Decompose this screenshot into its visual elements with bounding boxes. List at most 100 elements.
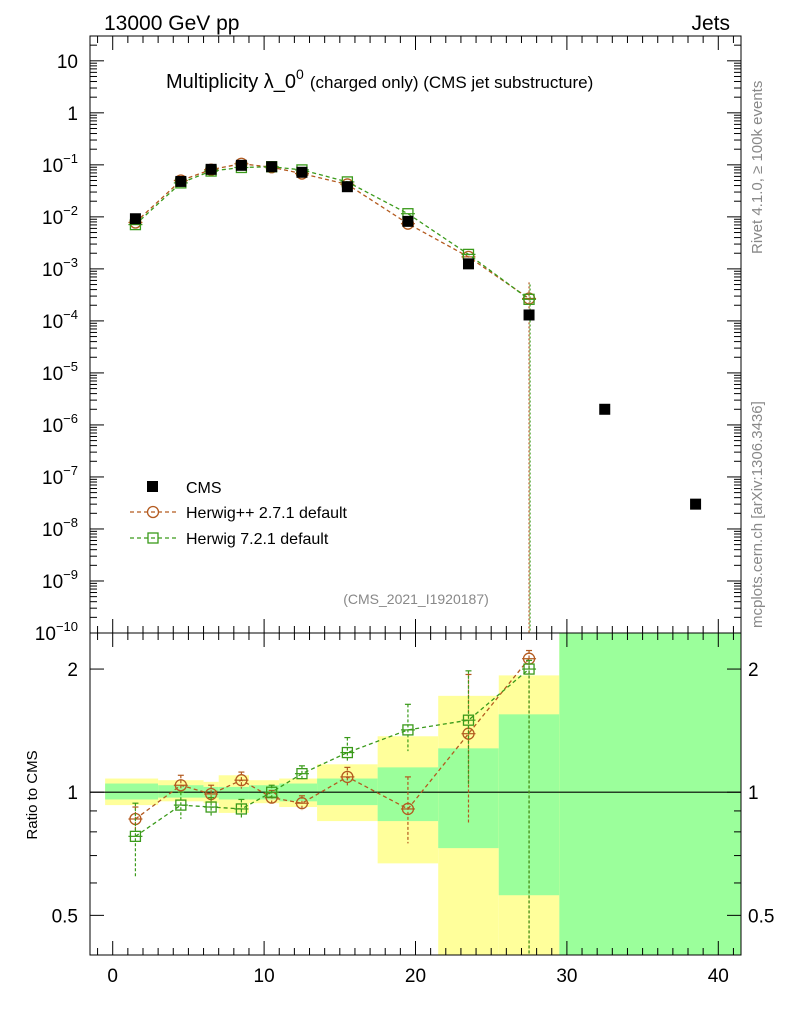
herwig7-ratio-point	[462, 714, 475, 726]
analysis-id-label: (CMS_2021_I1920187)	[343, 591, 489, 607]
ratio-y-tick-label-left: 2	[67, 660, 78, 681]
herwig7-ratio-point	[129, 830, 142, 842]
band-inner-9	[498, 714, 560, 896]
ratio-y-tick-label-left: 0.5	[52, 906, 78, 927]
band-inner-3	[218, 786, 249, 800]
herwigpp-line	[134, 163, 530, 299]
herwigpp-ratio-point	[401, 802, 415, 816]
ratio-axis-ticks: 0.5 0.51 12 20 10 20 30 40	[52, 633, 774, 987]
herwigpp-ratio-point	[341, 770, 354, 784]
main-y-tick-label-base: 1	[67, 104, 78, 125]
legend-label-herwig7: Herwig 7.2.1 default	[186, 531, 329, 548]
main-y-tick-label-base: 10	[42, 572, 63, 593]
main-y-tick-label-exp: −2	[63, 203, 78, 218]
legend-marker-herwig7	[147, 532, 159, 544]
main-y-tick-label-base: 10	[42, 416, 63, 437]
main-y-tick-label: 10−2	[42, 203, 78, 229]
cms-data-point	[462, 258, 474, 270]
cms-data-point	[266, 161, 278, 173]
herwigpp-ratio-point	[174, 779, 187, 792]
main-y-tick-label-base: 10	[57, 52, 78, 73]
ratio-y-tick-label-left: 1	[67, 783, 78, 804]
cms-data-point	[690, 498, 702, 510]
herwigpp-ratio-point	[235, 774, 248, 787]
legend-label-herwigpp: Herwig++ 2.7.1 default	[186, 505, 348, 522]
herwigpp-ratio-line	[135, 658, 530, 820]
band-inner-0	[105, 783, 159, 800]
herwig7-ratio-line	[135, 668, 530, 837]
cms-data-point	[205, 163, 217, 175]
herwigpp-ratio-point	[295, 797, 309, 810]
cms-data-point	[296, 166, 308, 178]
cms-data-point	[523, 309, 535, 321]
main-y-tick-label-exp: −6	[63, 411, 78, 426]
ratio-panel-frame	[89, 632, 742, 956]
energy-label: 13000 GeV pp	[104, 12, 239, 35]
category-label: Jets	[691, 12, 730, 35]
main-y-tick-label-base: 10	[42, 208, 63, 229]
cms-data-point	[235, 159, 247, 171]
legend-marker-cms	[147, 481, 158, 492]
herwig7-ratio-point	[341, 746, 354, 759]
main-y-tick-label-exp: −9	[63, 567, 78, 582]
ratio-x-tick-label: 20	[405, 966, 426, 987]
mcplots-label: mcplots.cern.ch [arXiv:1306.3436]	[749, 401, 766, 628]
band-inner-10	[559, 633, 741, 955]
main-y-tick-label-base: 10	[42, 312, 63, 333]
plot-title-superscript: 0	[296, 66, 304, 82]
main-y-tick-label-exp: −7	[63, 463, 78, 478]
legend: CMS Herwig++ 2.7.1 default Herwig 7.2.1 …	[130, 480, 348, 548]
ratio-y-tick-label-right: 2	[748, 660, 759, 681]
main-axis-ticks: 10110−110−210−310−410−510−610−710−810−91…	[35, 35, 741, 645]
main-y-tick-label: 10−7	[42, 463, 78, 489]
ratio-x-tick-label: 0	[107, 966, 118, 987]
herwig7-ratio-point	[205, 801, 217, 813]
herwig7-ratio-point	[296, 768, 308, 780]
legend-marker-herwigpp	[146, 505, 160, 519]
main-y-tick-label: 10−6	[42, 411, 78, 437]
cms-data-point	[129, 213, 141, 225]
plot-title: Multiplicity λ_00 (charged only) (CMS jet…	[166, 66, 593, 93]
ratio-y-tick-label-right: 1	[748, 783, 759, 804]
herwig7-line	[134, 166, 530, 300]
main-y-tick-label-base: 10	[35, 624, 56, 645]
plot-title-suffix: (charged only) (CMS jet substructure)	[310, 73, 593, 92]
herwig7-ratio-point	[402, 724, 414, 736]
main-y-tick-label: 10−4	[42, 307, 78, 333]
main-y-tick-label-base: 10	[42, 156, 63, 177]
herwig7-ratio-point	[523, 663, 535, 675]
cms-data-point	[402, 215, 414, 227]
ratio-y-axis-label: Ratio to CMS	[24, 750, 41, 839]
main-y-tick-label-base: 10	[42, 260, 63, 281]
main-y-tick-label: 10−10	[35, 619, 78, 645]
ratio-x-tick-label: 10	[254, 966, 275, 987]
ratio-y-tick-label-right: 0.5	[748, 906, 774, 927]
cms-data-point	[599, 403, 611, 415]
main-y-tick-label-exp: −3	[63, 255, 78, 270]
cms-data-point	[175, 175, 187, 187]
plot-title-main: Multiplicity λ_0	[166, 71, 296, 93]
cms-data-point	[341, 181, 353, 193]
main-y-tick-label-base: 10	[42, 468, 63, 489]
ratio-x-tick-label: 40	[708, 966, 729, 987]
ratio-x-tick-label: 30	[556, 966, 577, 987]
main-y-tick-label: 10−1	[42, 151, 78, 177]
main-y-tick-label: 1	[67, 104, 78, 125]
main-y-tick-label: 10	[57, 52, 78, 73]
main-y-tick-label-exp: −1	[63, 151, 78, 166]
main-y-tick-label: 10−5	[42, 359, 78, 385]
main-y-tick-label-exp: −5	[63, 359, 78, 374]
main-series-layer	[128, 157, 702, 633]
main-y-tick-label-exp: −10	[56, 619, 78, 634]
herwig7-ratio-point	[235, 803, 248, 815]
main-y-tick-label-exp: −8	[63, 515, 78, 530]
legend-label-cms: CMS	[186, 480, 222, 497]
main-y-tick-label: 10−9	[42, 567, 78, 593]
main-y-tick-label-base: 10	[42, 520, 63, 541]
main-y-tick-label-base: 10	[42, 364, 63, 385]
main-y-tick-label-exp: −4	[63, 307, 78, 322]
main-y-tick-label: 10−8	[42, 515, 78, 541]
herwig7-ratio-point	[175, 799, 187, 811]
rivet-version-label: Rivet 4.1.0, ≥ 100k events	[749, 81, 766, 254]
